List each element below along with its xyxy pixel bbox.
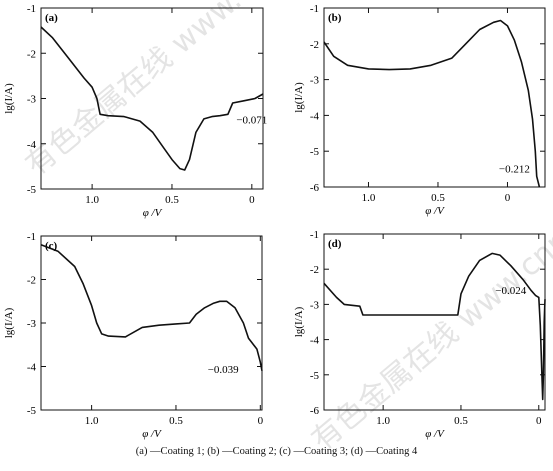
plot-frame <box>40 235 263 411</box>
plot-frame <box>40 7 264 190</box>
x-axis-label: φ /V <box>425 205 445 217</box>
x-tick-label: 0 <box>505 192 511 204</box>
x-tick-label: 0 <box>258 415 264 427</box>
x-tick-label: 0.5 <box>165 194 179 206</box>
ocp-annotation: −0.024 <box>495 285 526 297</box>
y-tick-label: -1 <box>27 231 36 243</box>
y-tick-label: -6 <box>310 182 320 194</box>
y-tick-label: -5 <box>27 184 37 196</box>
y-tick-label: -2 <box>310 39 319 51</box>
x-tick-label: 0.5 <box>431 192 445 204</box>
x-tick-label: 1.0 <box>85 415 99 427</box>
y-tick-label: -3 <box>27 318 37 330</box>
y-axis-label: lg(I/A) <box>293 306 305 337</box>
panel-label: (d) <box>328 238 342 250</box>
y-tick-label: -2 <box>27 275 36 287</box>
polarization-curve <box>323 19 541 188</box>
y-axis-label: lg(I/A) <box>3 83 15 114</box>
y-tick-label: -2 <box>310 264 319 276</box>
y-tick-label: -4 <box>310 335 320 347</box>
y-tick-label: -1 <box>310 3 319 15</box>
y-tick-label: -3 <box>310 299 320 311</box>
x-tick-label: 0 <box>536 415 542 427</box>
x-axis-label: φ /V <box>143 207 163 219</box>
y-tick-label: -2 <box>27 48 36 60</box>
y-tick-label: -5 <box>27 405 37 417</box>
panel-d: 1.0 0.5 0 -1 -2 -3 -4 -5 -6 (d) φ /V lg(I/A) −0.024 <box>293 229 546 440</box>
y-tick-label: -3 <box>310 75 320 87</box>
x-tick-label: 1.0 <box>376 415 390 427</box>
polarization-curve <box>40 26 264 171</box>
y-tick-label: -1 <box>310 229 319 241</box>
figure-caption: (a) —Coating 1; (b) —Coating 2; (c) —Coa… <box>135 446 418 457</box>
y-tick-label: -3 <box>27 94 37 106</box>
panel-label: (b) <box>328 12 342 24</box>
polarization-curve <box>40 243 263 371</box>
panel-b: 1.0 0.5 0 -1 -2 -3 -4 -5 -6 (b) φ /V lg(I/A) −0.212 <box>293 3 546 217</box>
y-tick-label: -5 <box>310 146 320 158</box>
ocp-annotation: −0.071 <box>236 114 267 126</box>
x-axis-label: φ /V <box>425 428 445 440</box>
plot-frame <box>323 233 546 411</box>
panel-c: 1.0 0.5 0 -1 -2 -3 -4 -5 (c) φ /V lg(I/A) −0.039 <box>3 231 264 440</box>
plot-frame <box>323 7 546 188</box>
y-tick-label: -6 <box>310 405 320 417</box>
x-tick-label: 1.0 <box>362 192 376 204</box>
y-axis-label: lg(I/A) <box>293 82 305 113</box>
x-axis-label: φ /V <box>142 428 162 440</box>
x-tick-label: 0 <box>249 194 255 206</box>
panel-label: (c) <box>45 240 58 252</box>
y-tick-label: -5 <box>310 370 320 382</box>
ocp-annotation: −0.212 <box>499 164 530 176</box>
x-tick-label: 0.5 <box>454 415 468 427</box>
y-tick-label: -1 <box>27 3 36 15</box>
y-tick-label: -4 <box>27 139 37 151</box>
x-tick-label: 0.5 <box>169 415 183 427</box>
y-axis-label: lg(I/A) <box>3 307 15 338</box>
ocp-annotation: −0.039 <box>208 364 239 376</box>
y-tick-label: -4 <box>310 110 320 122</box>
polarization-curve <box>323 252 546 401</box>
x-tick-label: 1.0 <box>85 194 99 206</box>
panel-label: (a) <box>45 12 58 24</box>
y-tick-label: -4 <box>27 362 37 374</box>
panel-a: 1.0 0.5 0 -1 -2 -3 -4 -5 (a) φ /V lg(I/A) −0.071 <box>3 3 267 219</box>
